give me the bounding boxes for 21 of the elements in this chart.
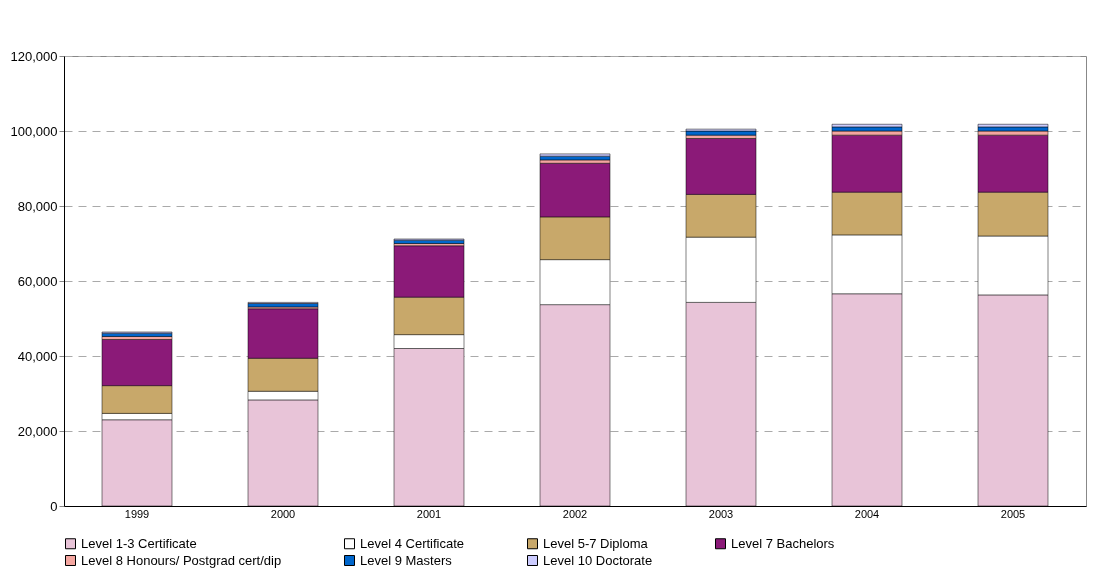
x-tick-label: 2000: [270, 507, 296, 520]
legend-label: Level 9 Masters: [360, 552, 453, 568]
y-tick-label: 120,000: [10, 48, 58, 64]
x-tick-label: 2002: [562, 507, 588, 520]
legend-label: Level 7 Bachelors: [731, 535, 835, 551]
y-tick-label: 40,000: [17, 348, 58, 364]
y-tick-label: 60,000: [17, 273, 58, 289]
y-tick-label: 80,000: [17, 198, 58, 214]
y-tick-label: 0: [50, 498, 58, 514]
legend-label: Level 1-3 Certificate: [81, 535, 197, 551]
legend-label: Level 10 Doctorate: [543, 552, 653, 568]
y-tick-label: 100,000: [10, 123, 58, 139]
x-tick-label: 2001: [416, 507, 442, 520]
y-tick-label: 20,000: [17, 423, 58, 439]
legend-label: Level 4 Certificate: [360, 535, 465, 551]
x-tick-label: 2003: [708, 507, 734, 520]
x-tick-label: 2004: [854, 507, 880, 520]
x-tick-label: 1999: [124, 507, 150, 520]
x-tick-label: 2005: [1000, 507, 1026, 520]
legend-label: Level 5-7 Diploma: [543, 535, 649, 551]
legend-label: Level 8 Honours/ Postgrad cert/dip: [81, 552, 282, 568]
